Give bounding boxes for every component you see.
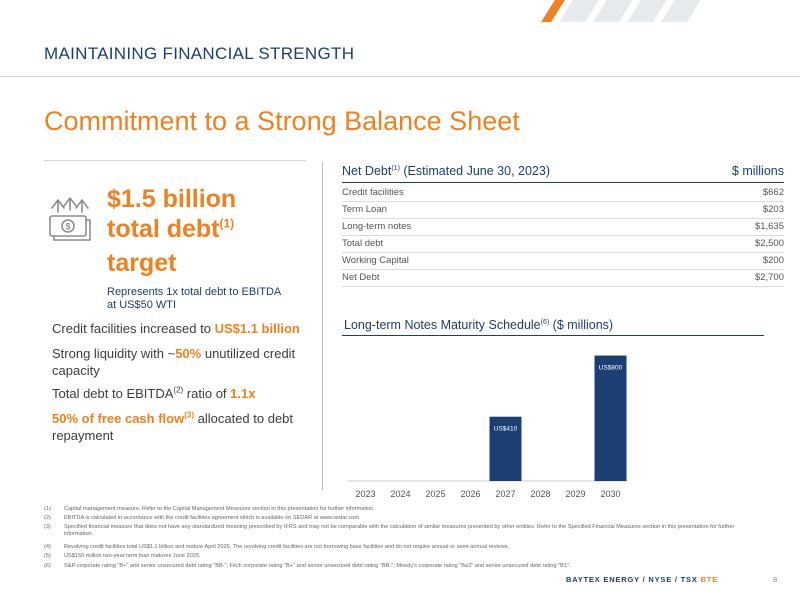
net-debt-table-title: Net Debt(1) (Estimated June 30, 2023) [342, 164, 550, 178]
net-debt-table-header: Net Debt(1) (Estimated June 30, 2023) $ … [342, 164, 784, 183]
column-divider [322, 162, 323, 490]
table-row-label: Total debt [342, 238, 384, 249]
decorative-stripe-gray [661, 0, 701, 22]
table-row: Total debt $2,500 [342, 235, 784, 253]
chart-title: Long-term Notes Maturity Schedule(6) ($ … [344, 318, 614, 332]
brand-footer: BAYTEX ENERGY / NYSE / TSX BTE [566, 575, 718, 584]
section-divider [0, 76, 800, 77]
x-tick-label: 2026 [460, 489, 480, 499]
bullet-free-cash-flow: 50% of free cash flow(3) allocated to de… [52, 410, 294, 443]
table-units: $ millions [731, 164, 784, 178]
table-row-value: $1,635 [754, 221, 784, 232]
table-row-label: Net Debt [342, 272, 380, 283]
x-tick-label: 2025 [425, 489, 445, 499]
table-row-value: $2,500 [754, 238, 784, 249]
section-title: MAINTAINING FINANCIAL STRENGTH [44, 44, 355, 63]
table-row: Working Capital $200 [342, 252, 784, 270]
x-tick-label: 2024 [390, 489, 410, 499]
table-row-value: $200 [762, 255, 784, 266]
data-label-2027: US$410 [494, 426, 518, 433]
maturity-bar-chart: 2023 2024 2025 2026 US$410 2027 2028 2029 US$800… [348, 355, 628, 499]
table-row-label: Long-term notes [342, 221, 412, 232]
page-title: Commitment to a Strong Balance Sheet [44, 106, 520, 136]
table-row-value: $2,700 [754, 272, 784, 283]
svg-text:$: $ [65, 222, 70, 232]
target-word: target [107, 249, 177, 277]
page-number: 8 [773, 575, 778, 584]
left-column-divider [44, 160, 306, 161]
target-amount: $1.5 billion [107, 185, 237, 213]
table-row: Long-term notes $1,635 [342, 218, 784, 236]
bullet-credit-facilities: Credit facilities increased to US$1.1 bi… [52, 321, 300, 336]
table-row: Net Debt $2,700 [342, 269, 784, 287]
bar-2027 [489, 416, 522, 481]
decorative-stripe-gray [593, 0, 633, 22]
x-tick-label: 2027 [495, 489, 515, 499]
x-tick-label: 2029 [565, 489, 585, 499]
chart-title-rule [342, 335, 764, 336]
bullet-debt-ratio: Total debt to EBITDA(2) ratio of 1.1x [52, 385, 256, 401]
target-label: total debt(1) [107, 215, 235, 243]
table-row: Credit facilities $662 [342, 184, 784, 202]
x-tick-label: 2023 [355, 489, 375, 499]
money-growth-icon: $ [49, 197, 91, 241]
decorative-stripe-gray [559, 0, 599, 22]
decorative-stripe-gray [627, 0, 667, 22]
bullet-liquidity: Strong liquidity with ~50% unutilized cr… [52, 346, 296, 378]
x-tick-label: 2030 [600, 489, 620, 499]
table-row-value: $662 [762, 187, 784, 198]
x-tick-label: 2028 [530, 489, 550, 499]
table-row-label: Working Capital [342, 255, 409, 266]
target-description: Represents 1x total debt to EBITDA at US… [107, 286, 282, 311]
table-row-value: $203 [762, 204, 784, 215]
data-label-2030: US$800 [599, 365, 623, 372]
table-row-label: Term Loan [342, 204, 387, 215]
table-row-label: Credit facilities [342, 187, 404, 198]
bar-2030 [594, 355, 627, 481]
table-row: Term Loan $203 [342, 201, 784, 219]
